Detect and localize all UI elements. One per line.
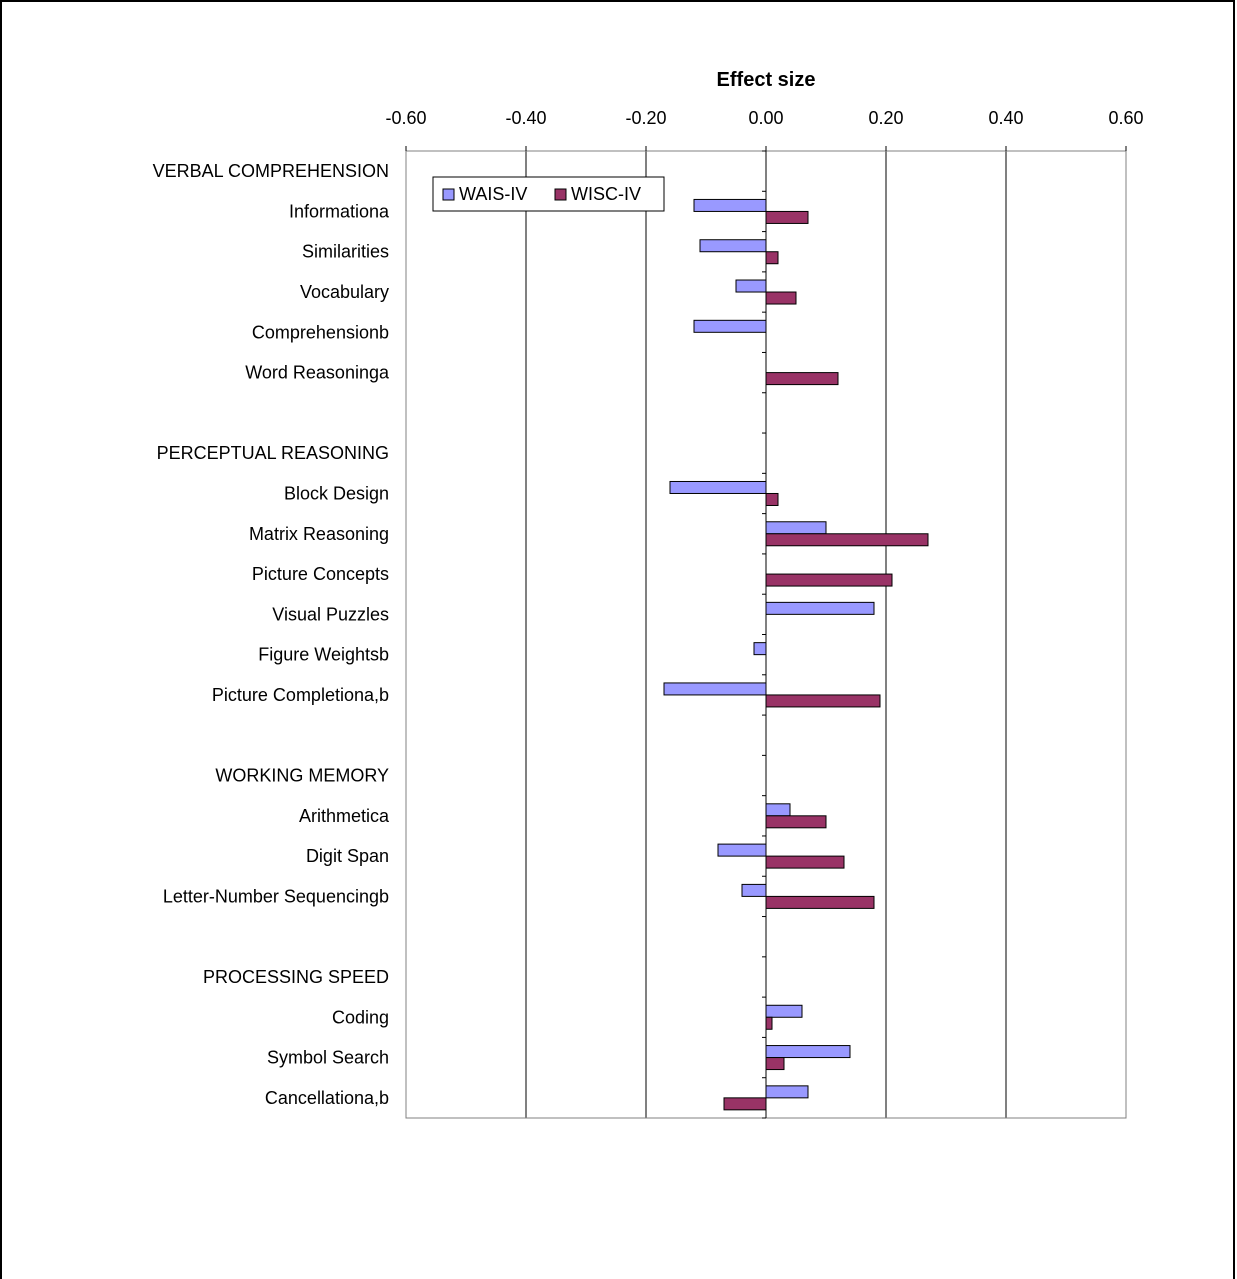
x-tick-label: 0.40: [988, 108, 1023, 128]
x-tick-label: 0.60: [1108, 108, 1143, 128]
legend-label-wisc: WISC-IV: [571, 184, 641, 204]
x-tick-label: -0.20: [625, 108, 666, 128]
x-tick-label: -0.40: [505, 108, 546, 128]
category-label: Similarities: [302, 242, 389, 262]
category-label: Informationa: [289, 201, 390, 221]
bar-wais-iv: [663, 682, 767, 696]
category-label: Symbol Search: [267, 1048, 389, 1068]
category-label: PERCEPTUAL REASONING: [157, 443, 389, 463]
category-label: Visual Puzzles: [272, 604, 389, 624]
bar-wais-iv: [735, 279, 767, 293]
bar-wisc-iv: [765, 855, 845, 869]
bars: [663, 198, 929, 1111]
zero-axis: [762, 150, 767, 1119]
category-label: Figure Weightsb: [258, 645, 389, 665]
bar-wais-iv: [765, 521, 827, 535]
bar-wais-iv: [765, 1085, 809, 1099]
x-tick-label: 0.20: [868, 108, 903, 128]
x-tick-label: -0.60: [385, 108, 426, 128]
category-label: Digit Span: [306, 846, 389, 866]
category-label: Arithmetica: [299, 806, 390, 826]
category-label: Word Reasoninga: [245, 363, 390, 383]
category-label: Picture Concepts: [252, 564, 389, 584]
bar-wisc-iv: [765, 895, 875, 909]
category-labels: VERBAL COMPREHENSION Informationa Similari…: [153, 161, 390, 1108]
category-label: Cancellationa,b: [265, 1088, 389, 1108]
category-label: WORKING MEMORY: [215, 766, 389, 786]
bar-wisc-iv: [765, 694, 881, 708]
category-label: Coding: [332, 1007, 389, 1027]
category-label: PROCESSING SPEED: [203, 967, 389, 987]
category-label: Block Design: [284, 483, 389, 503]
bar-wisc-iv: [765, 372, 839, 386]
bar-wais-iv: [765, 803, 791, 817]
bar-wisc-iv: [765, 533, 929, 547]
legend-box: [432, 176, 665, 212]
legend: WAIS-IV WISC-IV: [432, 176, 665, 212]
bar-wais-iv: [765, 1045, 851, 1059]
bar-wais-iv: [669, 480, 767, 494]
bar-wisc-iv: [765, 1016, 773, 1030]
bar-wisc-iv: [765, 1057, 785, 1071]
bar-wais-iv: [765, 1004, 803, 1018]
bar-wisc-iv: [765, 492, 779, 506]
bar-wisc-iv: [765, 251, 779, 265]
bar-wais-iv: [753, 642, 767, 656]
legend-swatch-wais: [442, 188, 455, 201]
x-tick-label: 0.00: [748, 108, 783, 128]
bar-wais-iv: [693, 198, 767, 212]
x-tick-labels: -0.60 -0.40 -0.20 0.00 0.20 0.40 0.60: [385, 108, 1144, 151]
legend-label-wais: WAIS-IV: [459, 184, 527, 204]
bar-wisc-iv: [765, 573, 893, 587]
bar-wisc-iv: [765, 210, 809, 224]
legend-swatch-wisc: [554, 188, 567, 201]
bar-wais-iv: [699, 239, 767, 253]
bar-wais-iv: [693, 319, 767, 333]
category-label: VERBAL COMPREHENSION: [153, 161, 389, 181]
category-label: Comprehensionb: [252, 322, 389, 342]
x-axis-title: Effect size: [717, 69, 816, 91]
category-label: Matrix Reasoning: [249, 524, 389, 544]
bar-wisc-iv: [765, 291, 797, 305]
bar-wais-iv: [717, 843, 767, 857]
bar-wais-iv: [765, 601, 875, 615]
category-label: Vocabulary: [300, 282, 389, 302]
bar-wisc-iv: [765, 815, 827, 829]
bar-wais-iv: [741, 883, 767, 897]
category-label: Letter-Number Sequencingb: [163, 886, 389, 906]
bar-wisc-iv: [723, 1097, 767, 1111]
category-label: Picture Completiona,b: [212, 685, 389, 705]
